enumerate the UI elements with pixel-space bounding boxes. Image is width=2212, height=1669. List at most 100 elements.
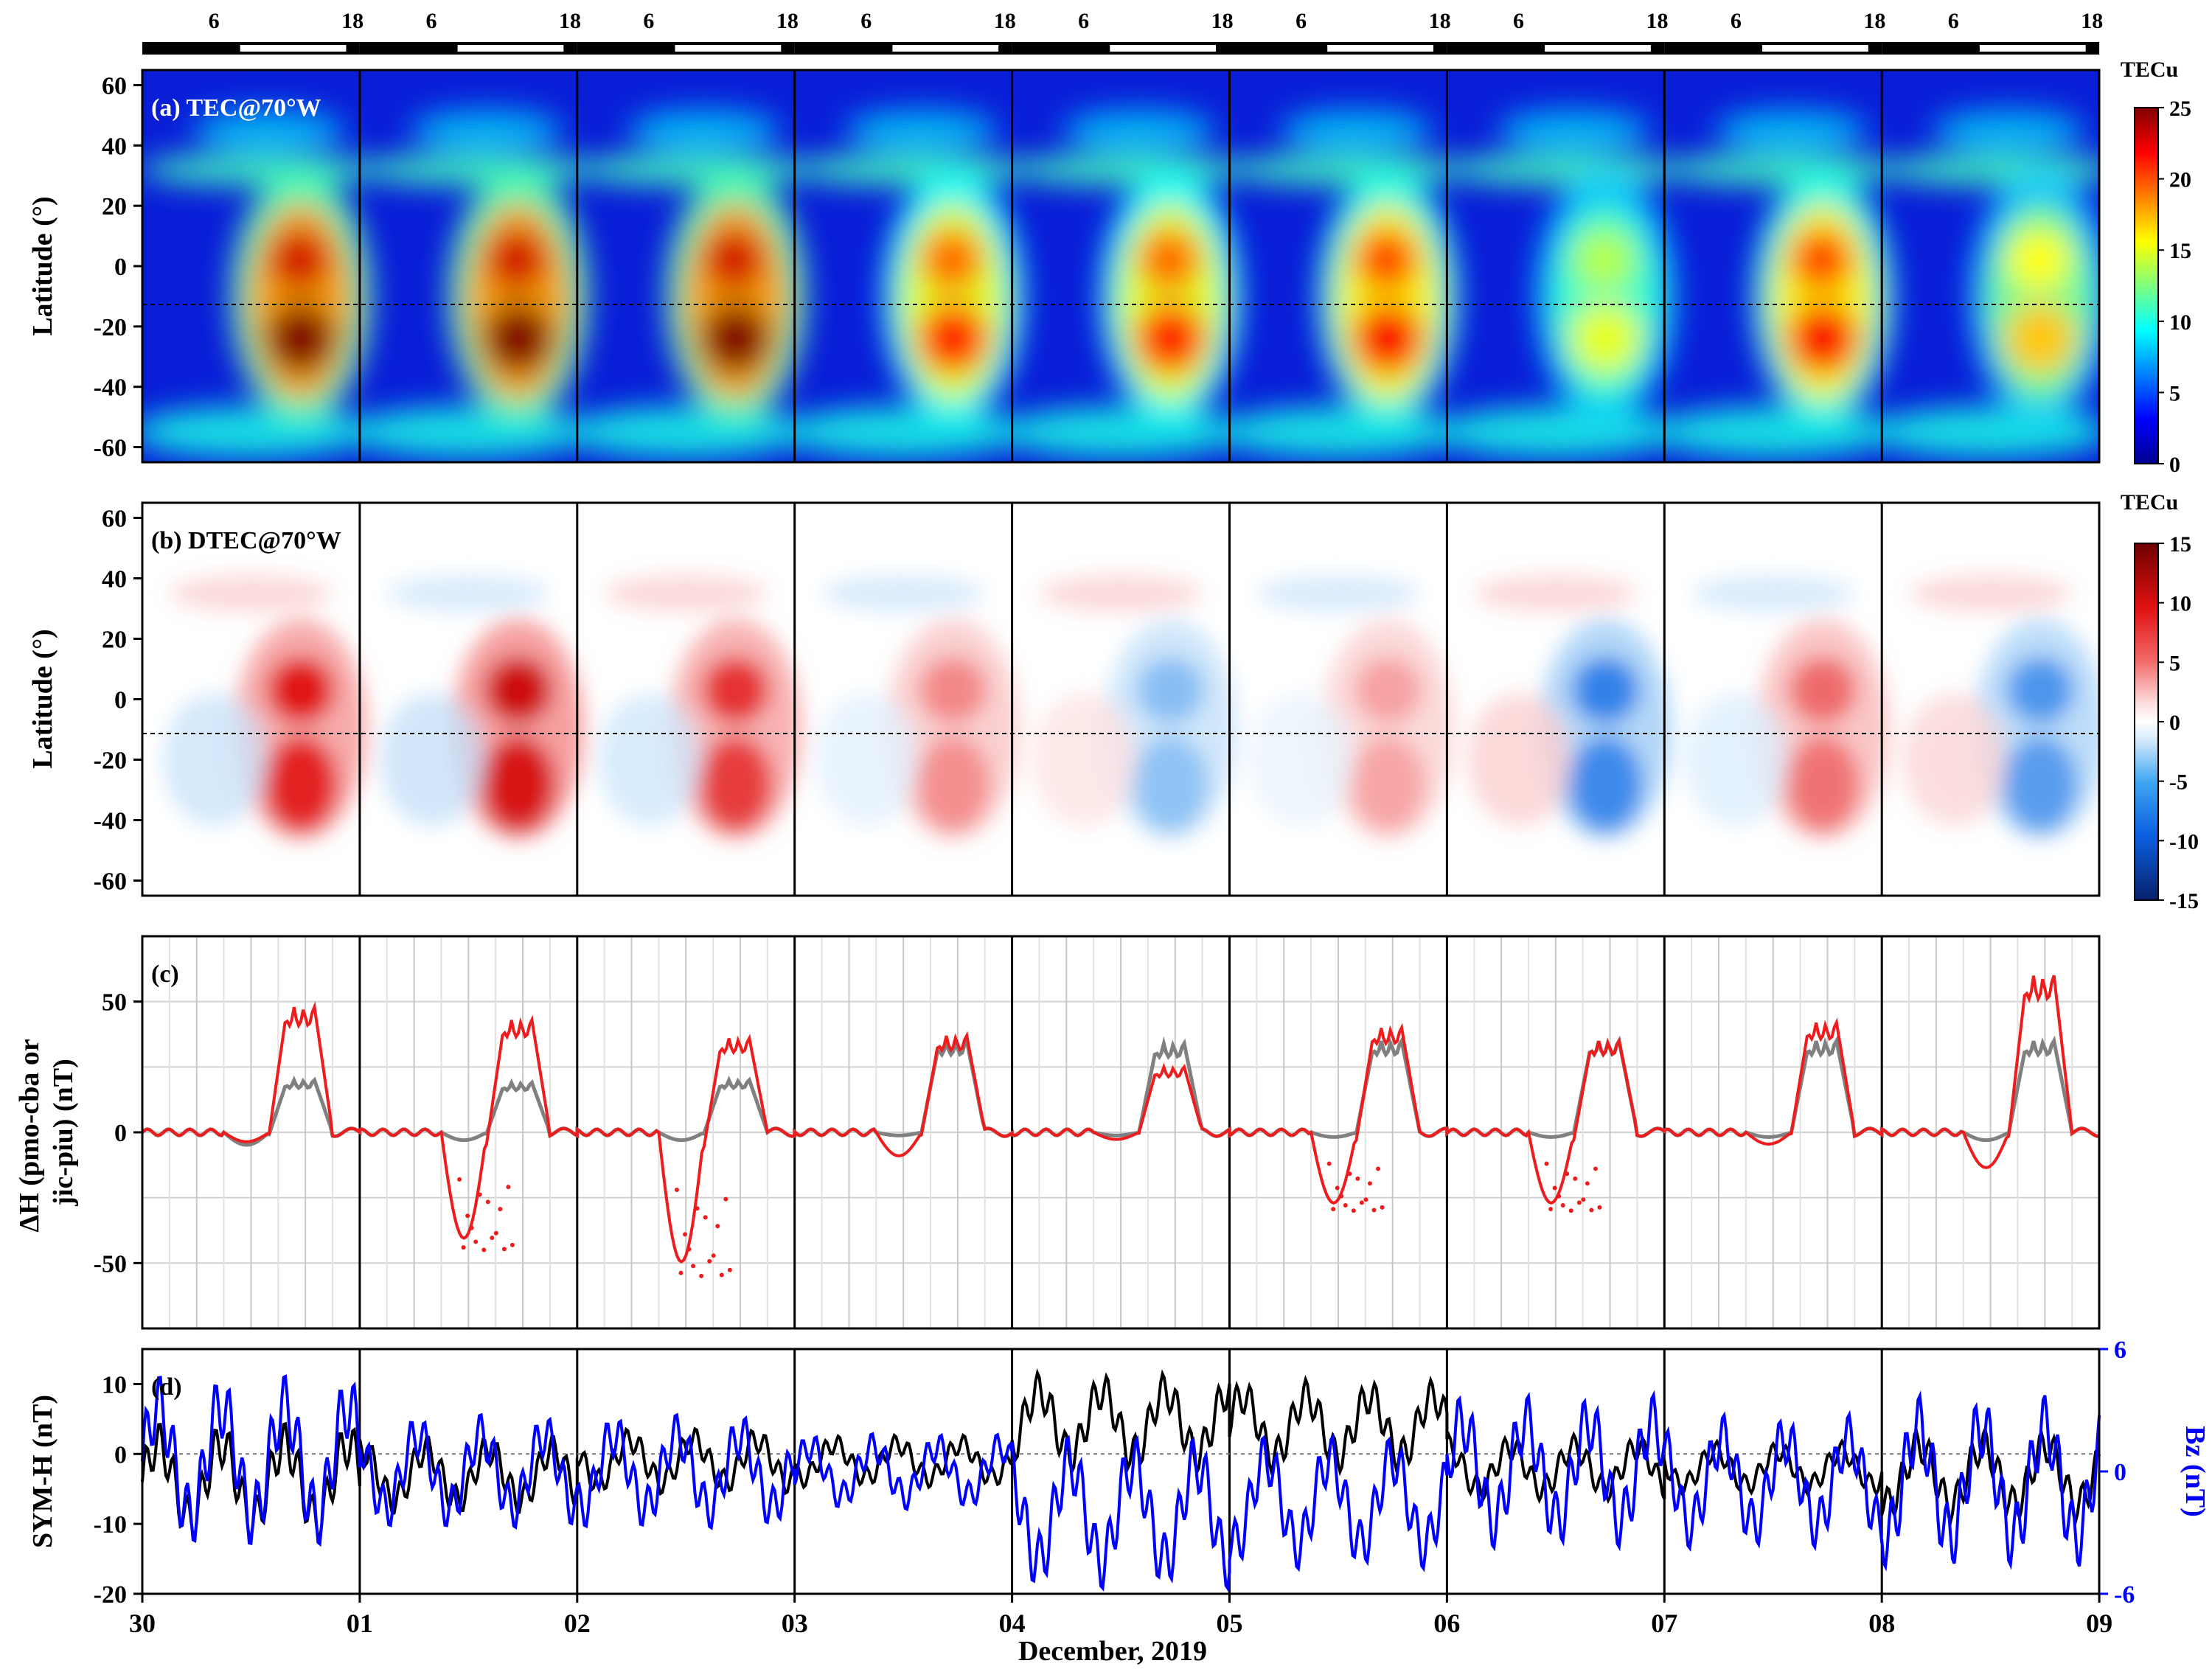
- midlat-band: [575, 153, 815, 187]
- y-tick-label: 60: [102, 506, 127, 533]
- midlat-band-upper: [1280, 109, 1433, 151]
- delta-h-red-point: [1347, 1171, 1352, 1177]
- dtec-night: [1685, 693, 1789, 826]
- dtec-crest-south: [264, 736, 338, 832]
- delta-h-red-point: [1326, 1161, 1332, 1166]
- y-axis-ticks: -50 0 50: [94, 989, 142, 1278]
- y-tick-label: -60: [94, 435, 127, 462]
- x-axis-label: December, 2019: [1018, 1636, 1207, 1667]
- delta-h-red-point: [501, 1247, 507, 1252]
- delta-h-red-point: [481, 1247, 487, 1252]
- hour-label-18: 18: [341, 9, 364, 33]
- symh-bz-series: [141, 1368, 2101, 1593]
- dtec-crest-north: [1572, 657, 1639, 724]
- delta-h-red-point: [1585, 1181, 1590, 1186]
- dtec-midlat: [605, 575, 768, 612]
- delta-h-red-point: [1581, 1197, 1586, 1202]
- delta-h-red-point: [509, 1242, 515, 1247]
- delta-h-red-point: [1544, 1161, 1549, 1166]
- delta-h-red-point: [1343, 1202, 1348, 1208]
- dtec-crest-south: [916, 736, 990, 832]
- delta-h-red-point: [1568, 1208, 1573, 1213]
- dtec-night: [163, 693, 267, 826]
- delta-h-series: [141, 975, 2100, 1278]
- bz-line: [141, 1374, 2101, 1593]
- y-axis-label: ΔH (pmo-cba or jic-piu) (nT): [14, 1032, 79, 1232]
- tec-crest-north: [920, 229, 983, 291]
- southern-band: [566, 406, 806, 459]
- dtec-night: [598, 693, 702, 826]
- tec-crest-south: [482, 303, 554, 374]
- y-tick-label: -20: [94, 314, 127, 341]
- delta-h-red-point: [1565, 1171, 1570, 1177]
- grid-lines: [142, 936, 2099, 1328]
- midlat-band-upper: [1062, 109, 1215, 151]
- y2-axis-ticks: -6 0 6: [2099, 1337, 2135, 1609]
- x-tick-label: 30: [129, 1609, 156, 1638]
- delta-h-red-point: [457, 1177, 462, 1182]
- delta-h-red-point: [703, 1215, 708, 1220]
- delta-h-red-point: [1557, 1194, 1562, 1199]
- tec-crest-north: [703, 229, 765, 291]
- delta-h-red-point: [727, 1267, 732, 1272]
- panel-title: (b) DTEC@70°W: [151, 527, 341, 554]
- dtec-crest-south: [1568, 736, 1643, 832]
- x-tick-label: 09: [2086, 1609, 2112, 1638]
- delta-h-red-point: [691, 1264, 696, 1269]
- y-axis-label: SYM-H (nT): [27, 1395, 58, 1548]
- delta-h-red-point: [1359, 1200, 1364, 1205]
- delta-h-red-point: [1589, 1208, 1594, 1213]
- hour-label-6: 6: [1948, 9, 1959, 33]
- tec-crest-north: [1790, 229, 1853, 291]
- southern-band: [1001, 406, 1241, 459]
- y-axis-ticks: -20 -10 0 10: [94, 1371, 142, 1609]
- local-time-hour-labels: 6 18 6 18 6 18 6 18 6 18 6 18 6 18 6 18 6 18: [209, 9, 2104, 33]
- colorbar-tick-label: 0: [2169, 453, 2180, 477]
- dtec-crest-south: [481, 736, 555, 832]
- midlat-band-upper: [627, 109, 781, 151]
- colorbar-tick-label: 25: [2169, 97, 2191, 121]
- delta-h-red-point: [485, 1199, 490, 1205]
- midlat-band-upper: [1498, 109, 1650, 151]
- y-tick-label: 20: [102, 627, 127, 654]
- dtec-midlat: [1909, 575, 2072, 612]
- day-segment: [675, 45, 782, 52]
- tec-crest-north: [2008, 229, 2070, 291]
- midlat-band-upper: [1715, 109, 1868, 151]
- dtec-crest-south: [1351, 736, 1425, 832]
- tec-crest-south: [1135, 303, 1206, 374]
- dtec-midlat: [822, 575, 985, 612]
- colorbar-tick-label: 5: [2169, 381, 2180, 405]
- hour-label-18: 18: [559, 9, 581, 33]
- y-tick-label: -20: [94, 1581, 127, 1609]
- colorbar-unit: TECu: [2121, 490, 2178, 515]
- southern-band: [783, 406, 1023, 459]
- dtec-crest-north: [1137, 657, 1204, 724]
- panel-title: (c): [151, 961, 179, 988]
- y-tick-label: 20: [102, 193, 127, 220]
- hour-label-18: 18: [2081, 9, 2103, 33]
- panel-title: (a) TEC@70°W: [151, 94, 321, 122]
- hour-label-18: 18: [994, 9, 1016, 33]
- tec-crest-south: [2005, 303, 2076, 374]
- y-axis-ticks: -60 -40 -20 0 20 40 60: [94, 72, 142, 462]
- y2-tick-label: 0: [2114, 1459, 2126, 1486]
- colorbar-ticks: 0 5 10 15 20 25: [2158, 97, 2191, 477]
- dtec-night: [1250, 693, 1354, 826]
- x-tick-label: 03: [782, 1609, 808, 1638]
- tec-crest-north: [485, 229, 548, 291]
- y-tick-label: -20: [94, 748, 127, 775]
- y2-tick-label: 6: [2114, 1337, 2126, 1364]
- day-segment: [1327, 45, 1433, 52]
- southern-band: [1218, 406, 1458, 459]
- hour-label-6: 6: [425, 9, 437, 33]
- delta-h-red-point: [699, 1273, 704, 1278]
- x-tick-label: 05: [1217, 1609, 1243, 1638]
- hour-label-18: 18: [1863, 9, 1885, 33]
- midlat-band: [1010, 153, 1250, 187]
- hour-label-6: 6: [643, 9, 654, 33]
- delta-h-red-point: [1367, 1181, 1372, 1186]
- delta-h-red-point: [1339, 1194, 1344, 1199]
- delta-h-red-point: [683, 1232, 688, 1237]
- colorbar: [2134, 107, 2159, 464]
